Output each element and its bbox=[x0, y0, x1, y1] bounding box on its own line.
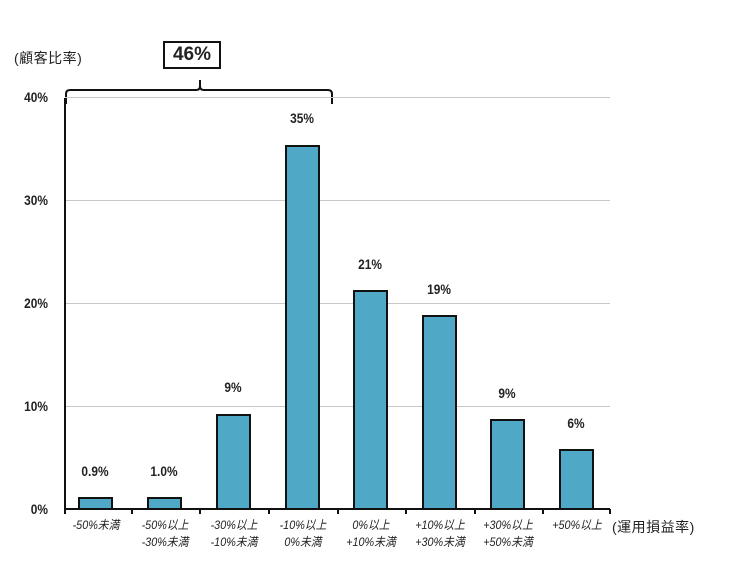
x-tick bbox=[131, 509, 133, 514]
x-tick bbox=[542, 509, 544, 514]
gridline bbox=[65, 303, 610, 304]
value-label: 1.0% bbox=[150, 463, 178, 479]
value-label: 6% bbox=[567, 415, 585, 431]
x-label: +30%以上 +50%未満 bbox=[483, 518, 533, 549]
x-tick bbox=[199, 509, 201, 514]
x-tick bbox=[405, 509, 407, 514]
x-axis-title: (運用損益率) bbox=[612, 519, 695, 535]
gridline bbox=[65, 200, 610, 201]
gridline bbox=[65, 406, 610, 407]
y-tick-20: 20% bbox=[24, 295, 48, 311]
value-label: 21% bbox=[358, 256, 382, 272]
bar bbox=[353, 290, 388, 510]
x-label: -30%以上 -10%未満 bbox=[210, 518, 258, 549]
y-axis-title: (顧客比率) bbox=[14, 50, 83, 66]
x-label: -50%以上 -30%未満 bbox=[141, 518, 189, 549]
bracket-total-label: 46% bbox=[163, 41, 221, 69]
value-label: 9% bbox=[224, 379, 242, 395]
bar bbox=[559, 449, 594, 510]
x-label: +10%以上 +30%未満 bbox=[415, 518, 465, 549]
value-label: 9% bbox=[498, 385, 516, 401]
y-axis bbox=[64, 98, 66, 510]
bracket-icon bbox=[65, 80, 333, 104]
x-tick bbox=[268, 509, 270, 514]
x-tick bbox=[474, 509, 476, 514]
bar bbox=[490, 419, 525, 510]
x-label: +50%以上 bbox=[552, 518, 602, 532]
value-label: 0.9% bbox=[81, 463, 109, 479]
x-label: -50%未満 bbox=[72, 518, 120, 532]
value-label: 35% bbox=[290, 110, 314, 126]
y-tick-0: 0% bbox=[30, 501, 48, 517]
y-tick-10: 10% bbox=[24, 398, 48, 414]
bar bbox=[422, 315, 457, 510]
x-label: 0%以上 +10%未満 bbox=[346, 518, 396, 549]
gridline bbox=[65, 97, 610, 98]
bar bbox=[216, 414, 251, 510]
bar bbox=[285, 145, 320, 510]
x-tick bbox=[64, 509, 66, 514]
y-tick-30: 30% bbox=[24, 192, 48, 208]
y-tick-40: 40% bbox=[24, 89, 48, 105]
value-label: 19% bbox=[427, 281, 451, 297]
x-tick bbox=[337, 509, 339, 514]
x-tick bbox=[609, 509, 611, 514]
x-label: -10%以上 0%未満 bbox=[279, 518, 327, 549]
